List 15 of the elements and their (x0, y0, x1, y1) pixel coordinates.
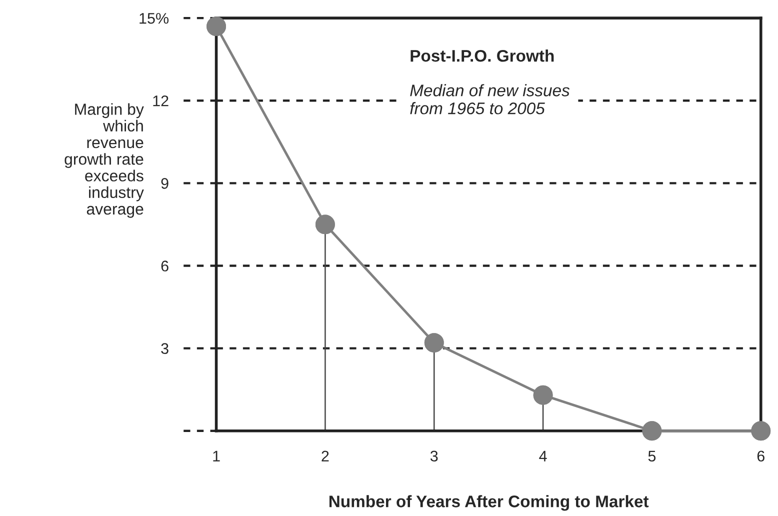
x-tick-label: 6 (757, 450, 764, 462)
text: Post-I.P.O. Growth (410, 50, 554, 62)
x-tick-label: 2 (322, 450, 329, 462)
x-axis-title: Number of Years After Coming to Market (329, 495, 649, 511)
y-tick-label: 6 (161, 260, 168, 272)
y-tick-label: 15% (140, 12, 169, 24)
y-tick-label: 9 (161, 178, 168, 189)
x-tick-label: 5 (648, 450, 656, 462)
x-tick-label: 4 (539, 450, 547, 462)
y-axis-title: Margin by which revenue growth rate exceeds industry average (64, 103, 144, 218)
x-tick-label: 1 (213, 450, 220, 462)
x-tick-label: 3 (430, 450, 438, 462)
text: Median of new issues from 1965 to 2005 (410, 84, 570, 114)
y-tick-label: 3 (161, 343, 168, 354)
y-tick-label: 12 (153, 95, 168, 106)
